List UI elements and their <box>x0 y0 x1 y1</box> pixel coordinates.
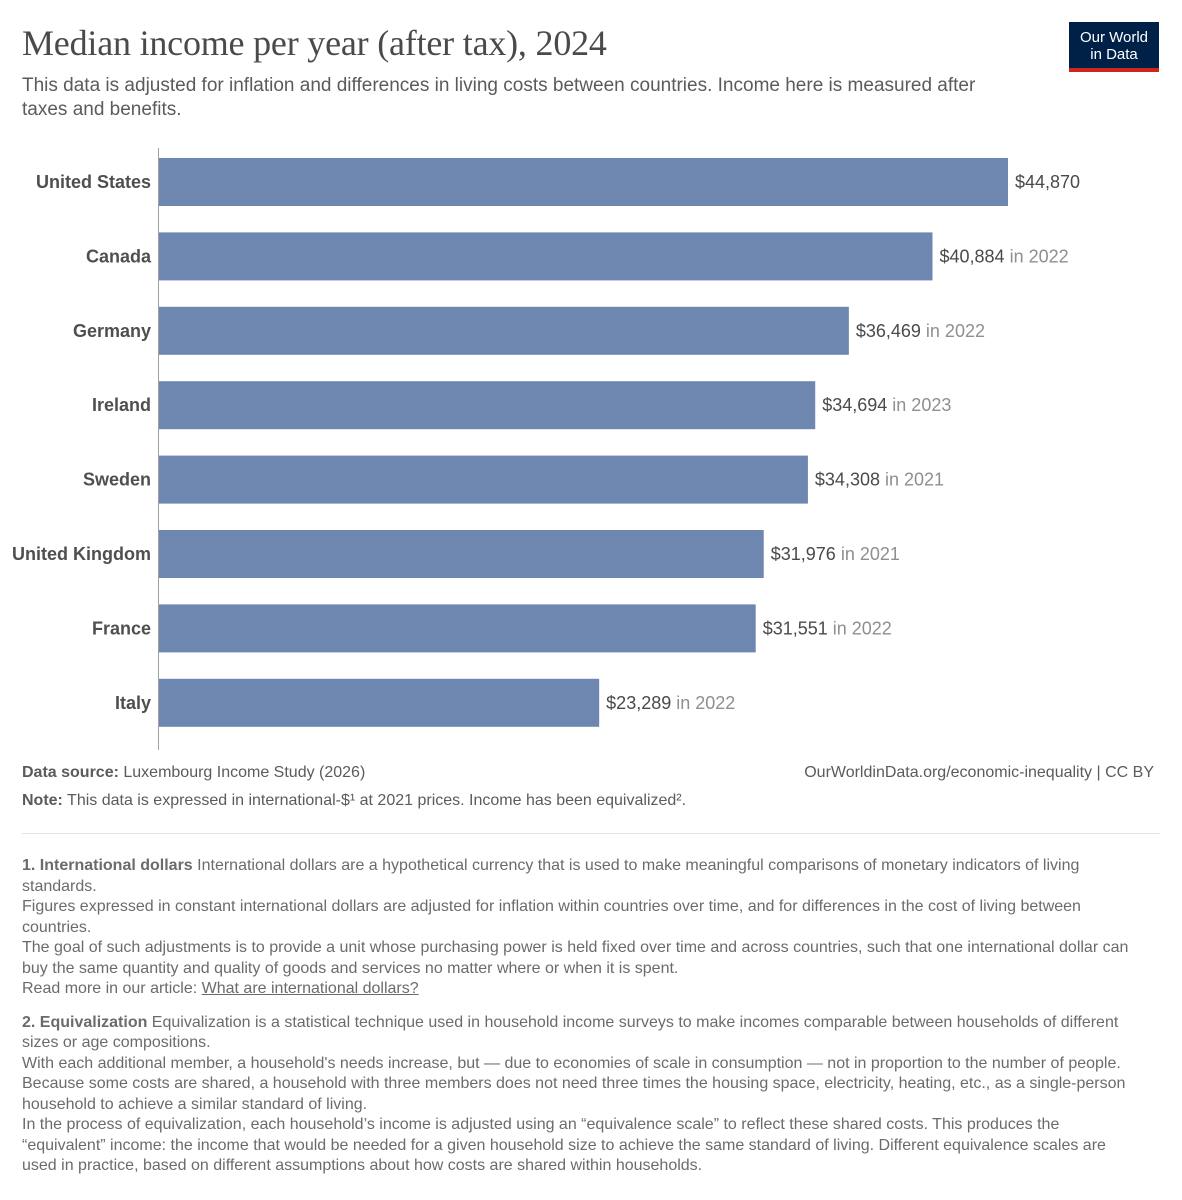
footnote-2-title: 2. Equivalization <box>22 1013 148 1031</box>
footnote-1-p3: The goal of such adjustments is to provi… <box>22 939 1129 977</box>
bar-germany <box>159 306 849 355</box>
bar-united-states <box>159 158 1008 206</box>
data-source-label: Data source: <box>22 764 119 781</box>
category-label-ireland: Ireland <box>92 395 151 415</box>
value-ireland: $34,694 <box>822 395 887 415</box>
category-label-france: France <box>92 618 151 638</box>
value-united-states: $44,870 <box>1015 172 1080 192</box>
value-italy: $23,289 <box>606 693 671 713</box>
logo-line-2: in Data <box>1090 46 1138 63</box>
value-sweden: $34,308 <box>815 470 880 490</box>
footnote-1-title: 1. International dollars <box>22 857 193 874</box>
logo-line-1: Our World <box>1079 29 1149 46</box>
value-label-canada: $40,884 in 2022 <box>939 246 1068 266</box>
value-united-kingdom: $31,976 <box>771 544 836 564</box>
value-label-italy: $23,289 in 2022 <box>606 693 735 713</box>
note-text: This data is expressed in international-… <box>62 792 687 809</box>
footer-divider <box>22 833 1160 834</box>
value-france: $31,551 <box>763 618 828 638</box>
footnote-2-p2: With each additional member, a household… <box>22 1054 1126 1113</box>
value-germany: $36,469 <box>856 321 921 341</box>
footnote-1-read-more: Read more in our article: What are inter… <box>22 979 1142 1000</box>
value-canada: $40,884 <box>939 246 1004 266</box>
year-label-ireland: in 2023 <box>887 395 951 415</box>
bar-chart: United States $44,870 Canada $40,884 in 202… <box>12 148 1080 750</box>
year-label-france: in 2022 <box>828 618 892 638</box>
category-label-germany: Germany <box>73 321 151 341</box>
value-label-united-kingdom: $31,976 in 2021 <box>771 544 900 564</box>
bar-united-kingdom <box>159 530 764 578</box>
bar-italy <box>159 678 600 727</box>
source-url[interactable]: OurWorldinData.org/economic-inequality |… <box>804 764 1154 781</box>
bar-sweden <box>159 455 808 504</box>
value-label-united-states: $44,870 <box>1015 172 1080 192</box>
bar-canada <box>159 232 933 281</box>
value-label-france: $31,551 in 2022 <box>763 618 892 638</box>
category-label-united-kingdom: United Kingdom <box>12 544 151 564</box>
footnote-2-intro: 2. Equivalization Equivalization is a st… <box>22 1013 1142 1054</box>
bar-ireland <box>159 381 816 430</box>
year-label-united-kingdom: in 2021 <box>836 544 900 564</box>
footnote-1-p1: International dollars are a hypothetical… <box>22 857 1080 895</box>
value-label-germany: $36,469 in 2022 <box>856 321 985 341</box>
read-more-text: Read more in our article: <box>22 980 202 997</box>
note-label: Note: <box>22 792 63 809</box>
bar-france <box>159 604 756 653</box>
chart-note: Note: This data is expressed in internat… <box>22 792 686 810</box>
year-label-italy: in 2022 <box>671 693 735 713</box>
chart-title: Median income per year (after tax), 2024 <box>22 23 607 63</box>
data-source-text: Luxembourg Income Study (2026) <box>118 764 366 781</box>
value-label-ireland: $34,694 in 2023 <box>822 395 951 415</box>
footnote-2-p1: Equivalization is a statistical techniqu… <box>22 1013 1119 1052</box>
owid-logo[interactable]: Our World in Data <box>1069 22 1159 72</box>
category-label-canada: Canada <box>86 246 152 266</box>
footnote-1-intro: 1. International dollars International d… <box>22 856 1142 897</box>
international-dollars-link[interactable]: What are international dollars? <box>201 980 419 997</box>
year-label-sweden: in 2021 <box>880 470 944 490</box>
year-label-canada: in 2022 <box>1005 246 1069 266</box>
footnote-1-p2: Figures expressed in constant internatio… <box>22 898 1081 936</box>
year-label-germany: in 2022 <box>921 321 985 341</box>
footnote-2-p3: In the process of equivalization, each h… <box>22 1116 1106 1174</box>
value-label-sweden: $34,308 in 2021 <box>815 470 944 490</box>
chart-subtitle: This data is adjusted for inflation and … <box>22 75 976 120</box>
data-source: Data source: Luxembourg Income Study (20… <box>22 764 365 782</box>
category-label-italy: Italy <box>115 693 151 713</box>
footnotes: 1. International dollars International d… <box>22 856 1142 1177</box>
category-label-united-states: United States <box>36 172 151 192</box>
category-label-sweden: Sweden <box>83 470 151 490</box>
